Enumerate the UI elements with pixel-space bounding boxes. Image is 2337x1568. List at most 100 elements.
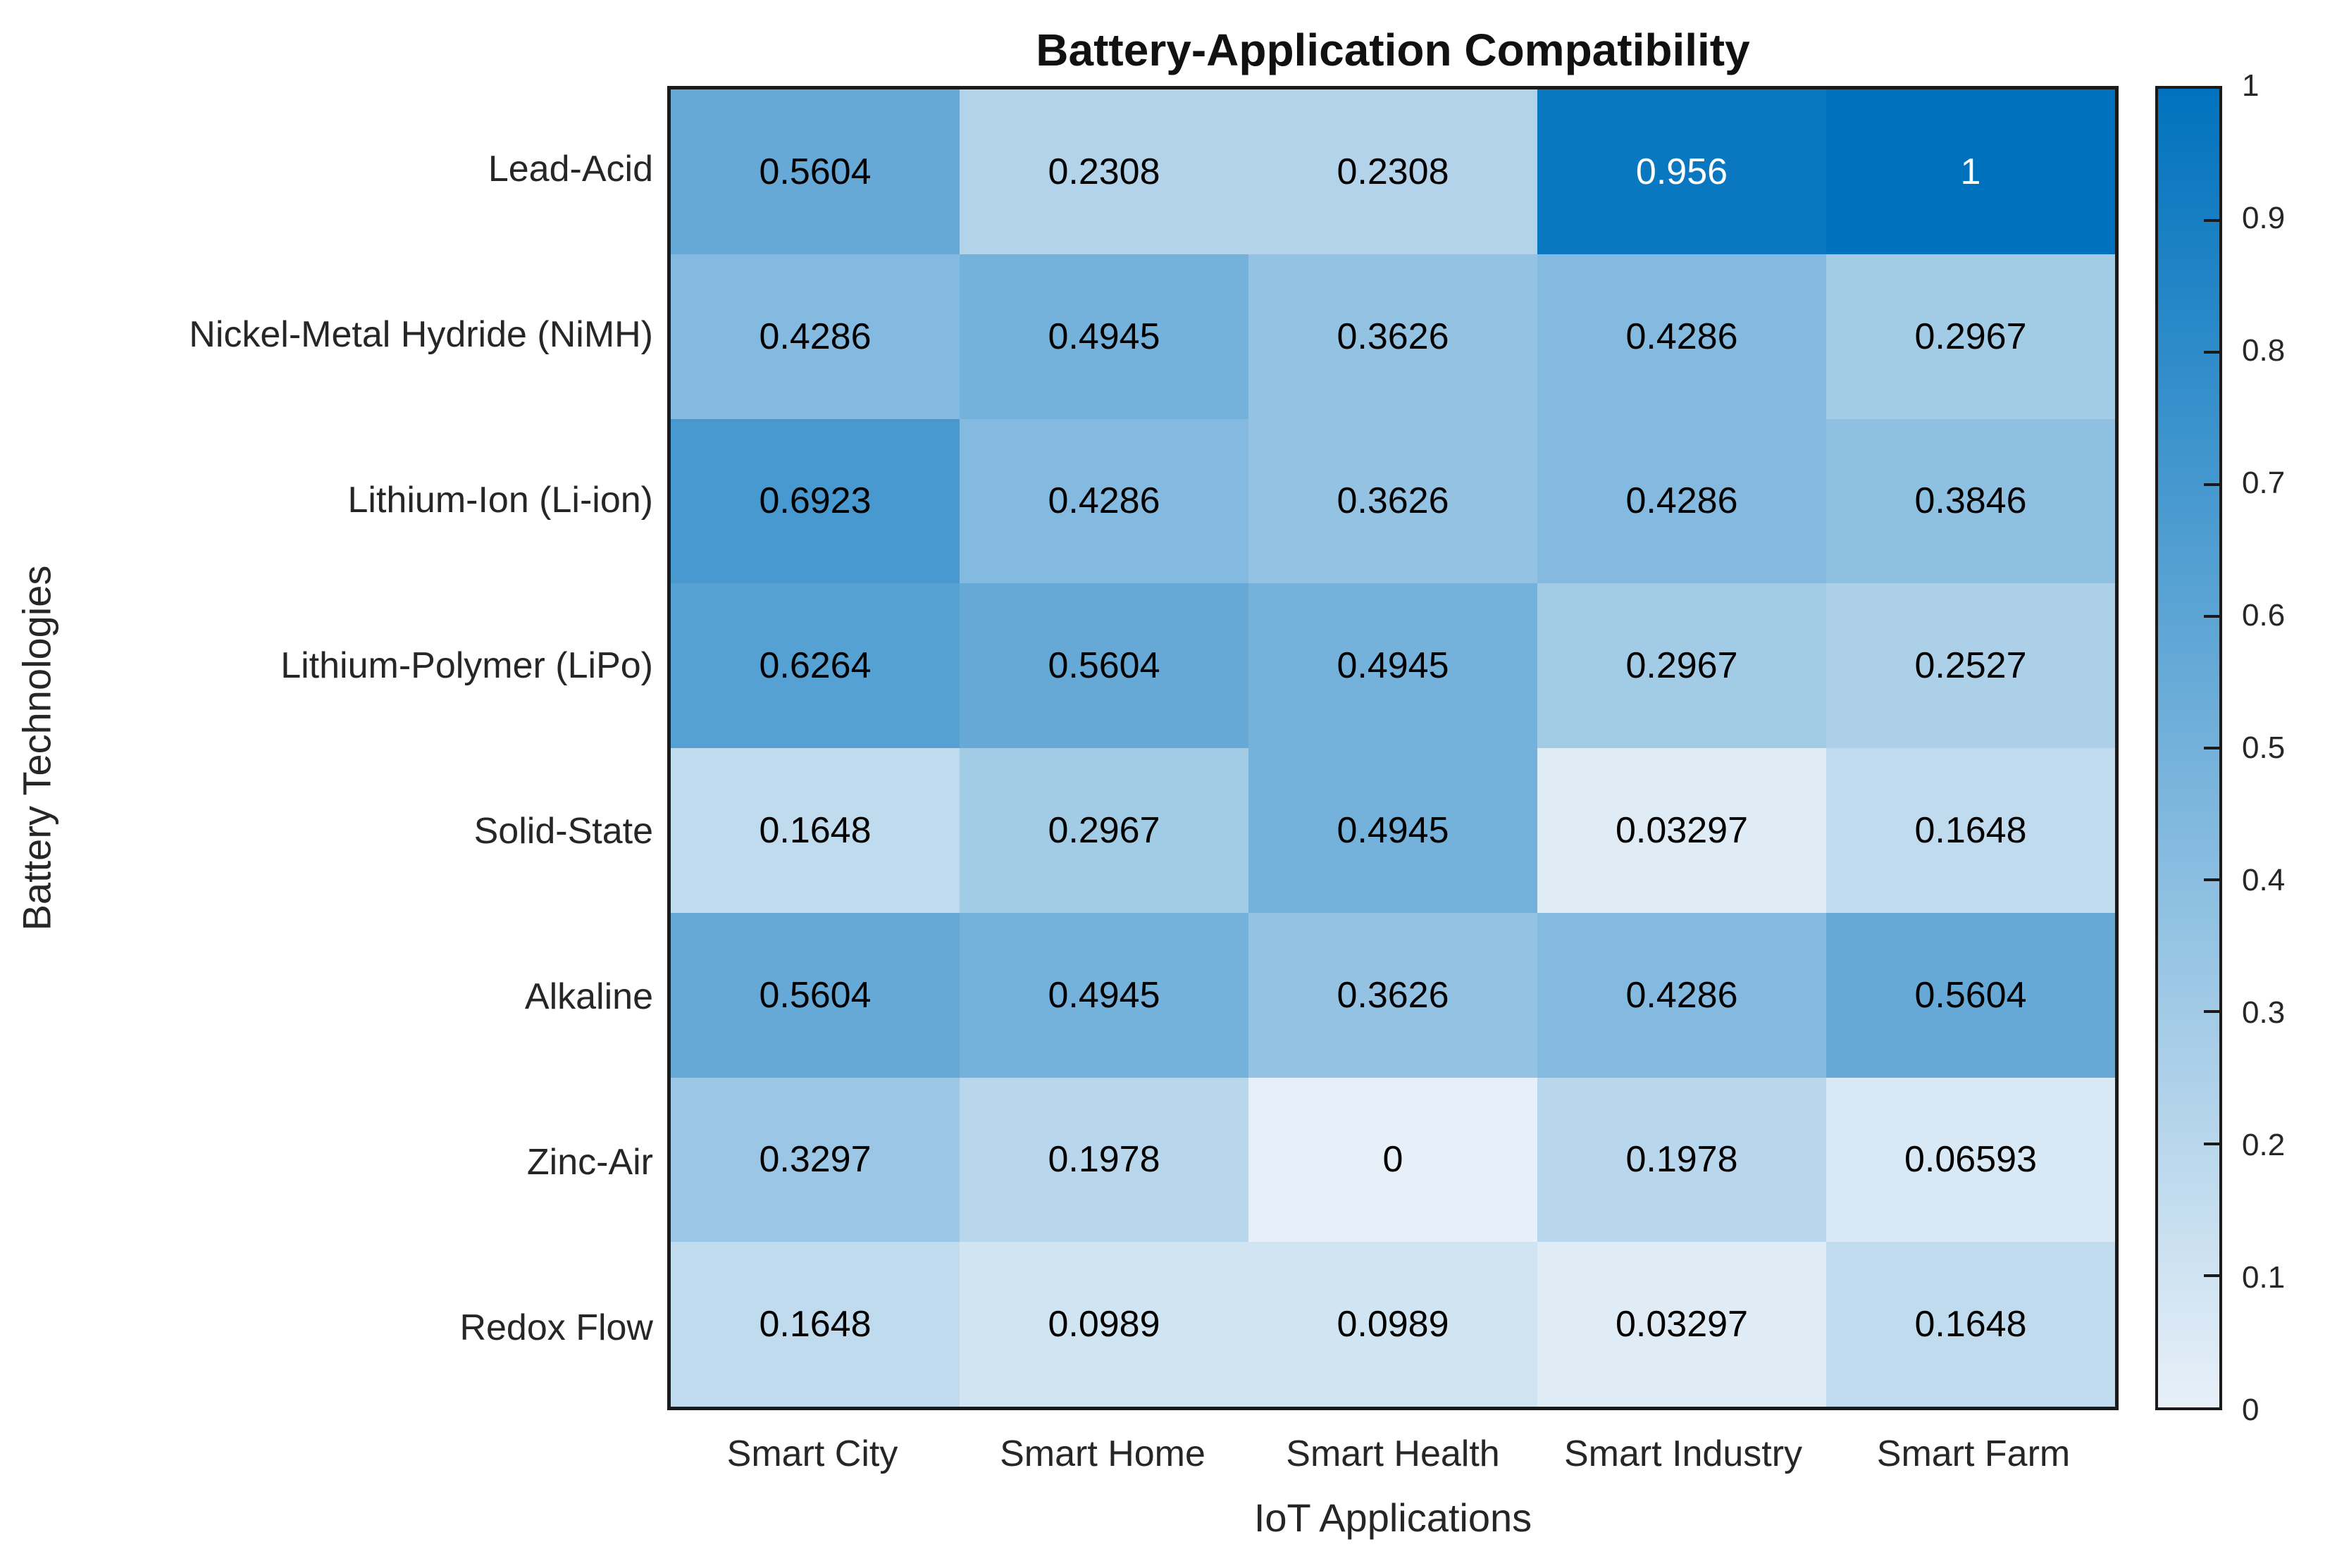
heatmap-cell: 0.1648 bbox=[1826, 748, 2115, 913]
cell-value: 0.1648 bbox=[1914, 809, 2027, 851]
cell-value: 0.5604 bbox=[759, 974, 872, 1016]
y-tick-labels: Lead-Acid Nickel-Metal Hydride (NiMH) Lith… bbox=[0, 86, 653, 1410]
colorbar bbox=[2155, 86, 2222, 1410]
cell-value: 0.0989 bbox=[1048, 1304, 1160, 1345]
y-tick-label: Zinc-Air bbox=[526, 1141, 653, 1183]
x-tick-label: Smart Industry bbox=[1563, 1433, 1803, 1474]
cell-value: 0.0989 bbox=[1337, 1304, 1449, 1345]
cell-value: 0.1978 bbox=[1625, 1139, 1738, 1181]
cell-value: 0 bbox=[1382, 1139, 1403, 1181]
colorbar-tick-mark bbox=[2204, 878, 2219, 882]
colorbar-tick-label: 0 bbox=[2242, 1393, 2259, 1427]
heatmap-cell: 0.5604 bbox=[671, 912, 960, 1078]
cell-value: 0.1648 bbox=[759, 1304, 872, 1345]
heatmap-cell: 0.4945 bbox=[1248, 583, 1537, 748]
x-tick-label: Smart City bbox=[726, 1433, 898, 1474]
heatmap-cell: 0.1978 bbox=[960, 1077, 1248, 1243]
cell-value: 0.4945 bbox=[1048, 974, 1160, 1016]
heatmap-cell: 0.2308 bbox=[1248, 89, 1537, 254]
heatmap-cell: 0.06593 bbox=[1826, 1077, 2115, 1243]
colorbar-tick-mark bbox=[2204, 1142, 2219, 1145]
heatmap-cell: 0.3626 bbox=[1248, 418, 1537, 584]
heatmap-cell: 0.1648 bbox=[1826, 1242, 2115, 1407]
heatmap-cell: 0.4286 bbox=[671, 254, 960, 419]
heatmap-cell: 0.3626 bbox=[1248, 254, 1537, 419]
cell-value: 0.4286 bbox=[1625, 480, 1738, 522]
cell-value: 0.4945 bbox=[1048, 316, 1160, 357]
heatmap-cell: 0.2527 bbox=[1826, 583, 2115, 748]
x-tick-label: Smart Home bbox=[1000, 1433, 1205, 1474]
heatmap-cell: 0.1648 bbox=[671, 748, 960, 913]
heatmap-cell: 0.956 bbox=[1537, 89, 1826, 254]
heatmap-cell: 1 bbox=[1826, 89, 2115, 254]
cell-value: 0.03297 bbox=[1616, 809, 1748, 851]
heatmap-cell: 0.5604 bbox=[960, 583, 1248, 748]
colorbar-tick-label: 0.8 bbox=[2242, 333, 2286, 368]
colorbar-tick-mark bbox=[2204, 483, 2219, 486]
heatmap-cell: 0.2308 bbox=[960, 89, 1248, 254]
heatmap-cell: 0.3846 bbox=[1826, 418, 2115, 584]
heatmap-cell: 0.1648 bbox=[671, 1242, 960, 1407]
heatmap-cell: 0.6264 bbox=[671, 583, 960, 748]
heatmap-cell: 0.0989 bbox=[960, 1242, 1248, 1407]
cell-value: 0.5604 bbox=[1914, 974, 2027, 1016]
heatmap-cell: 0.2967 bbox=[1826, 254, 2115, 419]
y-tick-label: Solid-State bbox=[473, 810, 653, 852]
heatmap-cell: 0.5604 bbox=[1826, 912, 2115, 1078]
cell-value: 0.5604 bbox=[1048, 645, 1160, 687]
y-tick-label: Nickel-Metal Hydride (NiMH) bbox=[189, 313, 653, 355]
cell-value: 0.06593 bbox=[1904, 1139, 2037, 1181]
heatmap-cell: 0.03297 bbox=[1537, 1242, 1826, 1407]
cell-value: 0.956 bbox=[1635, 151, 1728, 192]
cell-value: 0.2308 bbox=[1048, 151, 1160, 192]
heatmap-cell: 0.4945 bbox=[960, 254, 1248, 419]
colorbar-tick-mark bbox=[2204, 1010, 2219, 1014]
cell-value: 0.2967 bbox=[1625, 645, 1738, 687]
cell-value: 0.2308 bbox=[1337, 151, 1449, 192]
heatmap-cell: 0.3297 bbox=[671, 1077, 960, 1243]
colorbar-tick-label: 0.4 bbox=[2242, 863, 2286, 897]
colorbar-tick-label: 1 bbox=[2242, 68, 2259, 103]
y-tick-label: Redox Flow bbox=[459, 1307, 653, 1348]
heatmap-cell: 0.6923 bbox=[671, 418, 960, 584]
x-axis-label: IoT Applications bbox=[1253, 1495, 1532, 1540]
cell-value: 0.1648 bbox=[1914, 1304, 2027, 1345]
heatmap-cell: 0.1978 bbox=[1537, 1077, 1826, 1243]
heatmap-cell: 0.2967 bbox=[1537, 583, 1826, 748]
colorbar-tick-label: 0.7 bbox=[2242, 466, 2286, 500]
y-tick-label: Lithium-Ion (Li-ion) bbox=[347, 479, 654, 521]
heatmap-cell: 0.4286 bbox=[1537, 254, 1826, 419]
colorbar-tick-label: 0.3 bbox=[2242, 995, 2286, 1030]
cell-value: 0.4286 bbox=[759, 316, 872, 357]
cell-value: 0.1978 bbox=[1048, 1139, 1160, 1181]
colorbar-tick-label: 0.2 bbox=[2242, 1128, 2286, 1162]
cell-value: 0.4945 bbox=[1337, 645, 1449, 687]
colorbar-tick-mark bbox=[2204, 351, 2219, 354]
heatmap-cell: 0.4945 bbox=[960, 912, 1248, 1078]
cell-value: 1 bbox=[1960, 151, 1981, 192]
cell-value: 0.3846 bbox=[1914, 480, 2027, 522]
colorbar-tick-label: 0.6 bbox=[2242, 598, 2286, 633]
heatmap-cell: 0 bbox=[1248, 1077, 1537, 1243]
cell-value: 0.4945 bbox=[1337, 809, 1449, 851]
x-tick-label: Smart Farm bbox=[1876, 1433, 2071, 1474]
colorbar-tick-label: 0.5 bbox=[2242, 730, 2286, 765]
cell-value: 0.2967 bbox=[1914, 316, 2027, 357]
heatmap-cell: 0.5604 bbox=[671, 89, 960, 254]
heatmap-cell: 0.03297 bbox=[1537, 748, 1826, 913]
colorbar-tick-label: 0.9 bbox=[2242, 201, 2286, 235]
heatmap-cell: 0.4286 bbox=[1537, 912, 1826, 1078]
heatmap-cell: 0.4945 bbox=[1248, 748, 1537, 913]
heatmap-cell: 0.0989 bbox=[1248, 1242, 1537, 1407]
y-tick-label: Alkaline bbox=[524, 976, 653, 1017]
cell-value: 0.4286 bbox=[1625, 316, 1738, 357]
cell-value: 0.3626 bbox=[1337, 974, 1449, 1016]
colorbar-tick-mark bbox=[2204, 219, 2219, 223]
colorbar-tick-mark bbox=[2204, 1274, 2219, 1277]
heatmap-cell: 0.4286 bbox=[1537, 418, 1826, 584]
cell-value: 0.5604 bbox=[759, 151, 872, 192]
cell-value: 0.4286 bbox=[1048, 480, 1160, 522]
y-tick-label: Lithium-Polymer (LiPo) bbox=[280, 645, 653, 686]
heatmap-cell: 0.3626 bbox=[1248, 912, 1537, 1078]
